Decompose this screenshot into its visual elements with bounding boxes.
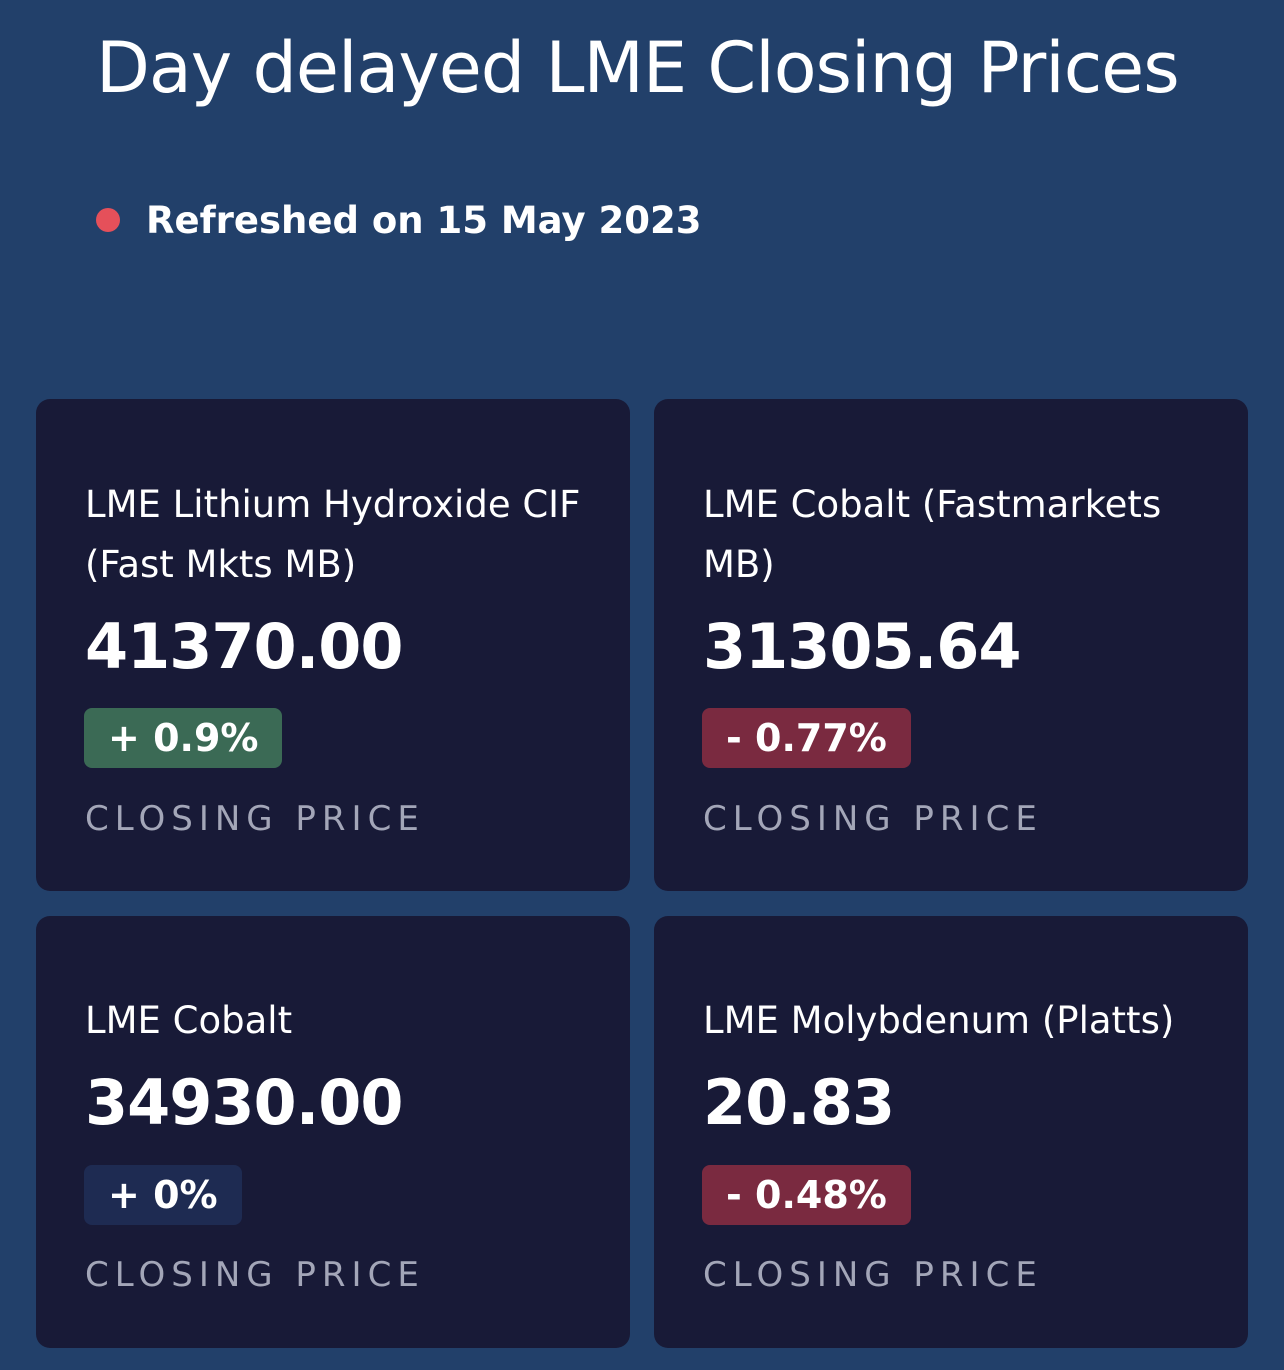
price-change-badge: - 0.48%	[702, 1165, 911, 1225]
closing-price-value: 41370.00	[85, 610, 404, 683]
closing-price-label: CLOSING PRICE	[703, 799, 1043, 839]
closing-price-value: 31305.64	[703, 610, 1022, 683]
commodity-name: LME Lithium Hydroxide CIF (Fast Mkts MB)	[85, 483, 581, 586]
price-card-cobalt[interactable]: LME Cobalt 34930.00 + 0% CLOSING PRICE	[36, 916, 630, 1348]
price-change-badge: + 0%	[84, 1165, 242, 1225]
price-change-badge: - 0.77%	[702, 708, 911, 768]
price-card-cobalt-fastmarkets[interactable]: LME Cobalt (Fastmarkets MB) 31305.64 - 0…	[654, 399, 1248, 891]
refresh-timestamp: Refreshed on 15 May 2023	[146, 198, 702, 242]
closing-price-label: CLOSING PRICE	[703, 1255, 1043, 1295]
commodity-name: LME Molybdenum (Platts)	[703, 999, 1175, 1042]
closing-price-value: 20.83	[703, 1066, 895, 1139]
closing-price-label: CLOSING PRICE	[85, 1255, 425, 1295]
refresh-status: Refreshed on 15 May 2023	[96, 196, 702, 244]
closing-price-value: 34930.00	[85, 1066, 404, 1139]
page-title: Day delayed LME Closing Prices	[96, 27, 1180, 109]
price-change-badge: + 0.9%	[84, 708, 283, 768]
closing-price-label: CLOSING PRICE	[85, 799, 425, 839]
price-card-lithium-hydroxide[interactable]: LME Lithium Hydroxide CIF (Fast Mkts MB)…	[36, 399, 630, 891]
commodity-name: LME Cobalt	[85, 999, 293, 1042]
price-card-molybdenum[interactable]: LME Molybdenum (Platts) 20.83 - 0.48% CL…	[654, 916, 1248, 1348]
commodity-name: LME Cobalt (Fastmarkets MB)	[703, 483, 1162, 586]
status-dot-icon	[96, 208, 120, 232]
